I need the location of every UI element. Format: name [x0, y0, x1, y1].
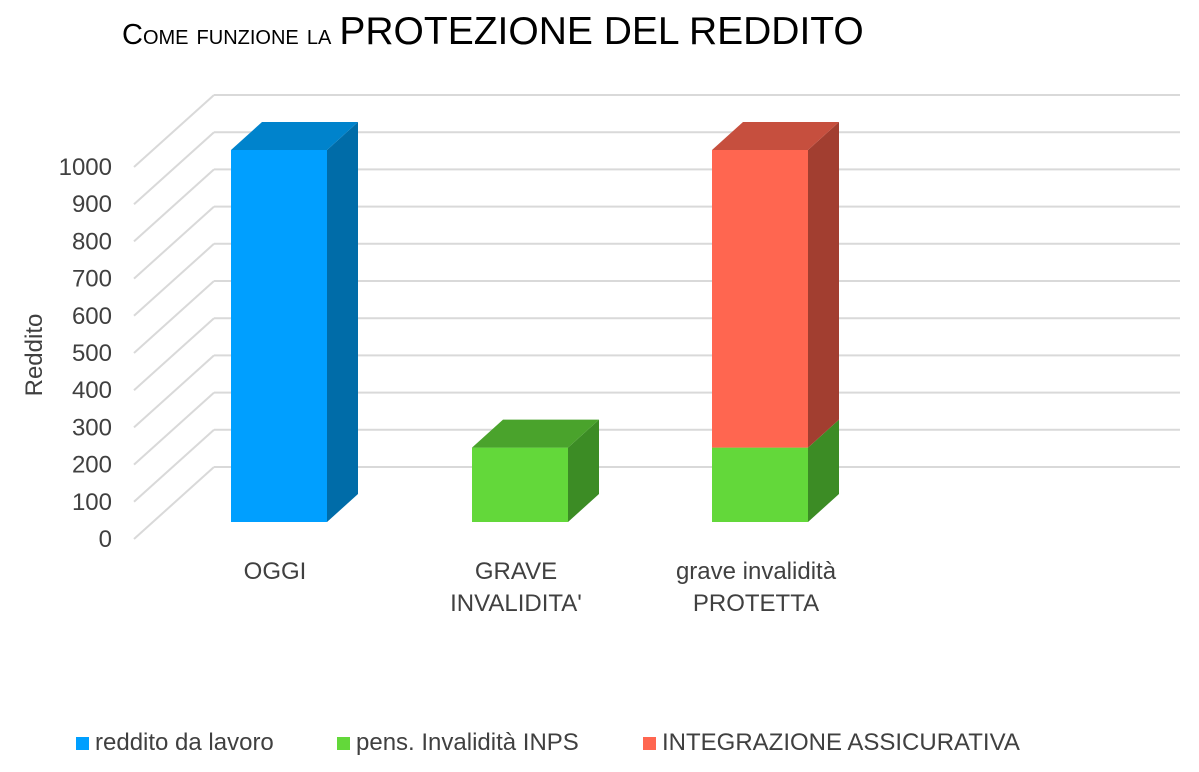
gridline-depth	[133, 466, 215, 540]
gridline-depth	[133, 391, 215, 466]
y-tick-label: 700	[72, 266, 112, 293]
y-tick-label: 800	[72, 228, 112, 255]
bar	[231, 150, 327, 522]
chart-title-main: PROTEZIONE DEL REDDITO	[339, 10, 864, 53]
gridline-depth	[133, 94, 215, 168]
bar	[712, 150, 808, 448]
gridline-depth	[133, 243, 215, 317]
bar-top	[472, 419, 599, 448]
gridline-depth	[133, 429, 215, 503]
legend: reddito da lavoro pens. Invalidità INPS …	[0, 727, 1199, 759]
bar-top	[231, 122, 358, 150]
y-axis-label: Reddito	[21, 314, 48, 397]
legend-item-integrazione-assicurativa: INTEGRAZIONE ASSICURATIVA	[643, 727, 1020, 759]
y-tick-label: 900	[72, 191, 112, 218]
legend-item-reddito-da-lavoro: reddito da lavoro	[76, 727, 274, 759]
bar	[472, 447, 568, 522]
bar	[712, 447, 808, 522]
gridline-depth	[133, 168, 215, 243]
y-tick-label: 600	[72, 303, 112, 330]
legend-swatch	[337, 736, 350, 750]
legend-label: reddito da lavoro	[95, 729, 274, 756]
y-tick-label: 100	[72, 489, 112, 516]
legend-swatch	[643, 736, 656, 750]
x-tick-label: OGGI	[244, 558, 307, 585]
y-tick-label: 0	[99, 526, 112, 553]
y-tick-label: 400	[72, 377, 112, 404]
x-tick-label: GRAVE	[475, 558, 557, 585]
chart-title-lead: Come funzione la	[122, 19, 340, 51]
y-tick-label: 1000	[59, 154, 112, 181]
legend-label: INTEGRAZIONE ASSICURATIVA	[662, 729, 1020, 756]
gridline-depth	[133, 205, 215, 280]
bar-side	[808, 419, 839, 522]
legend-label: pens. Invalidità INPS	[356, 729, 579, 756]
bar-side	[808, 122, 839, 448]
legend-swatch	[76, 736, 89, 750]
chart-title: Come funzione la PROTEZIONE DEL REDDITO	[122, 6, 1122, 58]
x-tick-label: grave invalidità	[676, 558, 837, 585]
x-tick-label: INVALIDITA'	[450, 590, 582, 617]
bar-side	[327, 122, 358, 522]
gridline-depth	[133, 354, 215, 429]
bar-side	[568, 419, 599, 522]
y-tick-label: 500	[72, 340, 112, 367]
y-tick-label: 300	[72, 414, 112, 441]
bar-top	[712, 122, 839, 150]
gridline-depth	[133, 131, 215, 205]
gridline-depth	[133, 317, 215, 391]
gridline-depth	[133, 280, 215, 354]
legend-item-pens-invalidita-inps: pens. Invalidità INPS	[337, 727, 579, 759]
x-tick-label: PROTETTA	[693, 590, 819, 617]
y-tick-label: 200	[72, 452, 112, 479]
